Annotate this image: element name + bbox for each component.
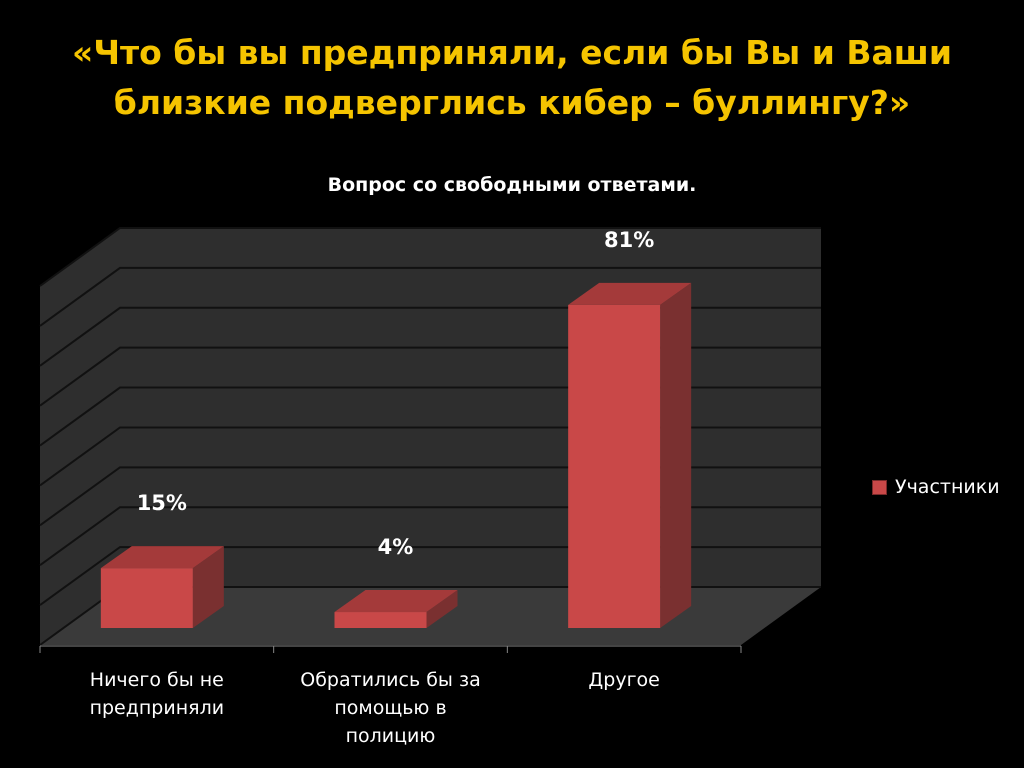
- slide-title-line-2: близкие подверглись кибер – буллингу?»: [113, 83, 911, 122]
- legend: Участники: [872, 476, 1000, 498]
- slide-title: «Что бы вы предприняли, если бы Вы и Ваш…: [0, 28, 1024, 128]
- data-label: 81%: [604, 228, 654, 252]
- data-label: 4%: [378, 535, 414, 559]
- x-tick-label-line: помощью в: [334, 697, 447, 719]
- bar: [100, 568, 193, 628]
- slide-title-line-1: «Что бы вы предприняли, если бы Вы и Ваш…: [72, 33, 952, 72]
- x-tick-label: Другое: [509, 666, 739, 694]
- x-tick-label: Обратились бы за помощью в полицию: [276, 666, 506, 750]
- x-tick-label: Ничего бы не предприняли: [42, 666, 272, 722]
- legend-label: Участники: [895, 476, 1000, 498]
- legend-swatch: [872, 479, 887, 495]
- bar: [568, 304, 661, 628]
- x-tick-label-line: Другое: [588, 669, 660, 691]
- bar-top: [568, 282, 692, 305]
- bar-top: [334, 590, 458, 613]
- x-tick-label-line: Обратились бы за: [300, 669, 481, 691]
- data-label: 15%: [137, 491, 187, 515]
- bar: [334, 612, 427, 628]
- chart-back-wall: [120, 228, 821, 587]
- bar-side: [660, 282, 692, 628]
- gridline: [39, 227, 821, 287]
- bar-side: [192, 546, 224, 628]
- bar-top: [100, 546, 224, 569]
- chart-side-wall: [40, 228, 120, 645]
- bar-side: [426, 590, 458, 628]
- gridline: [39, 266, 821, 327]
- x-tick-label-line: Ничего бы не: [89, 669, 224, 691]
- x-tick-label-line: полицию: [345, 725, 436, 747]
- x-tick-label-line: предприняли: [89, 697, 225, 719]
- chart-title: Вопрос со свободными ответами.: [327, 174, 697, 196]
